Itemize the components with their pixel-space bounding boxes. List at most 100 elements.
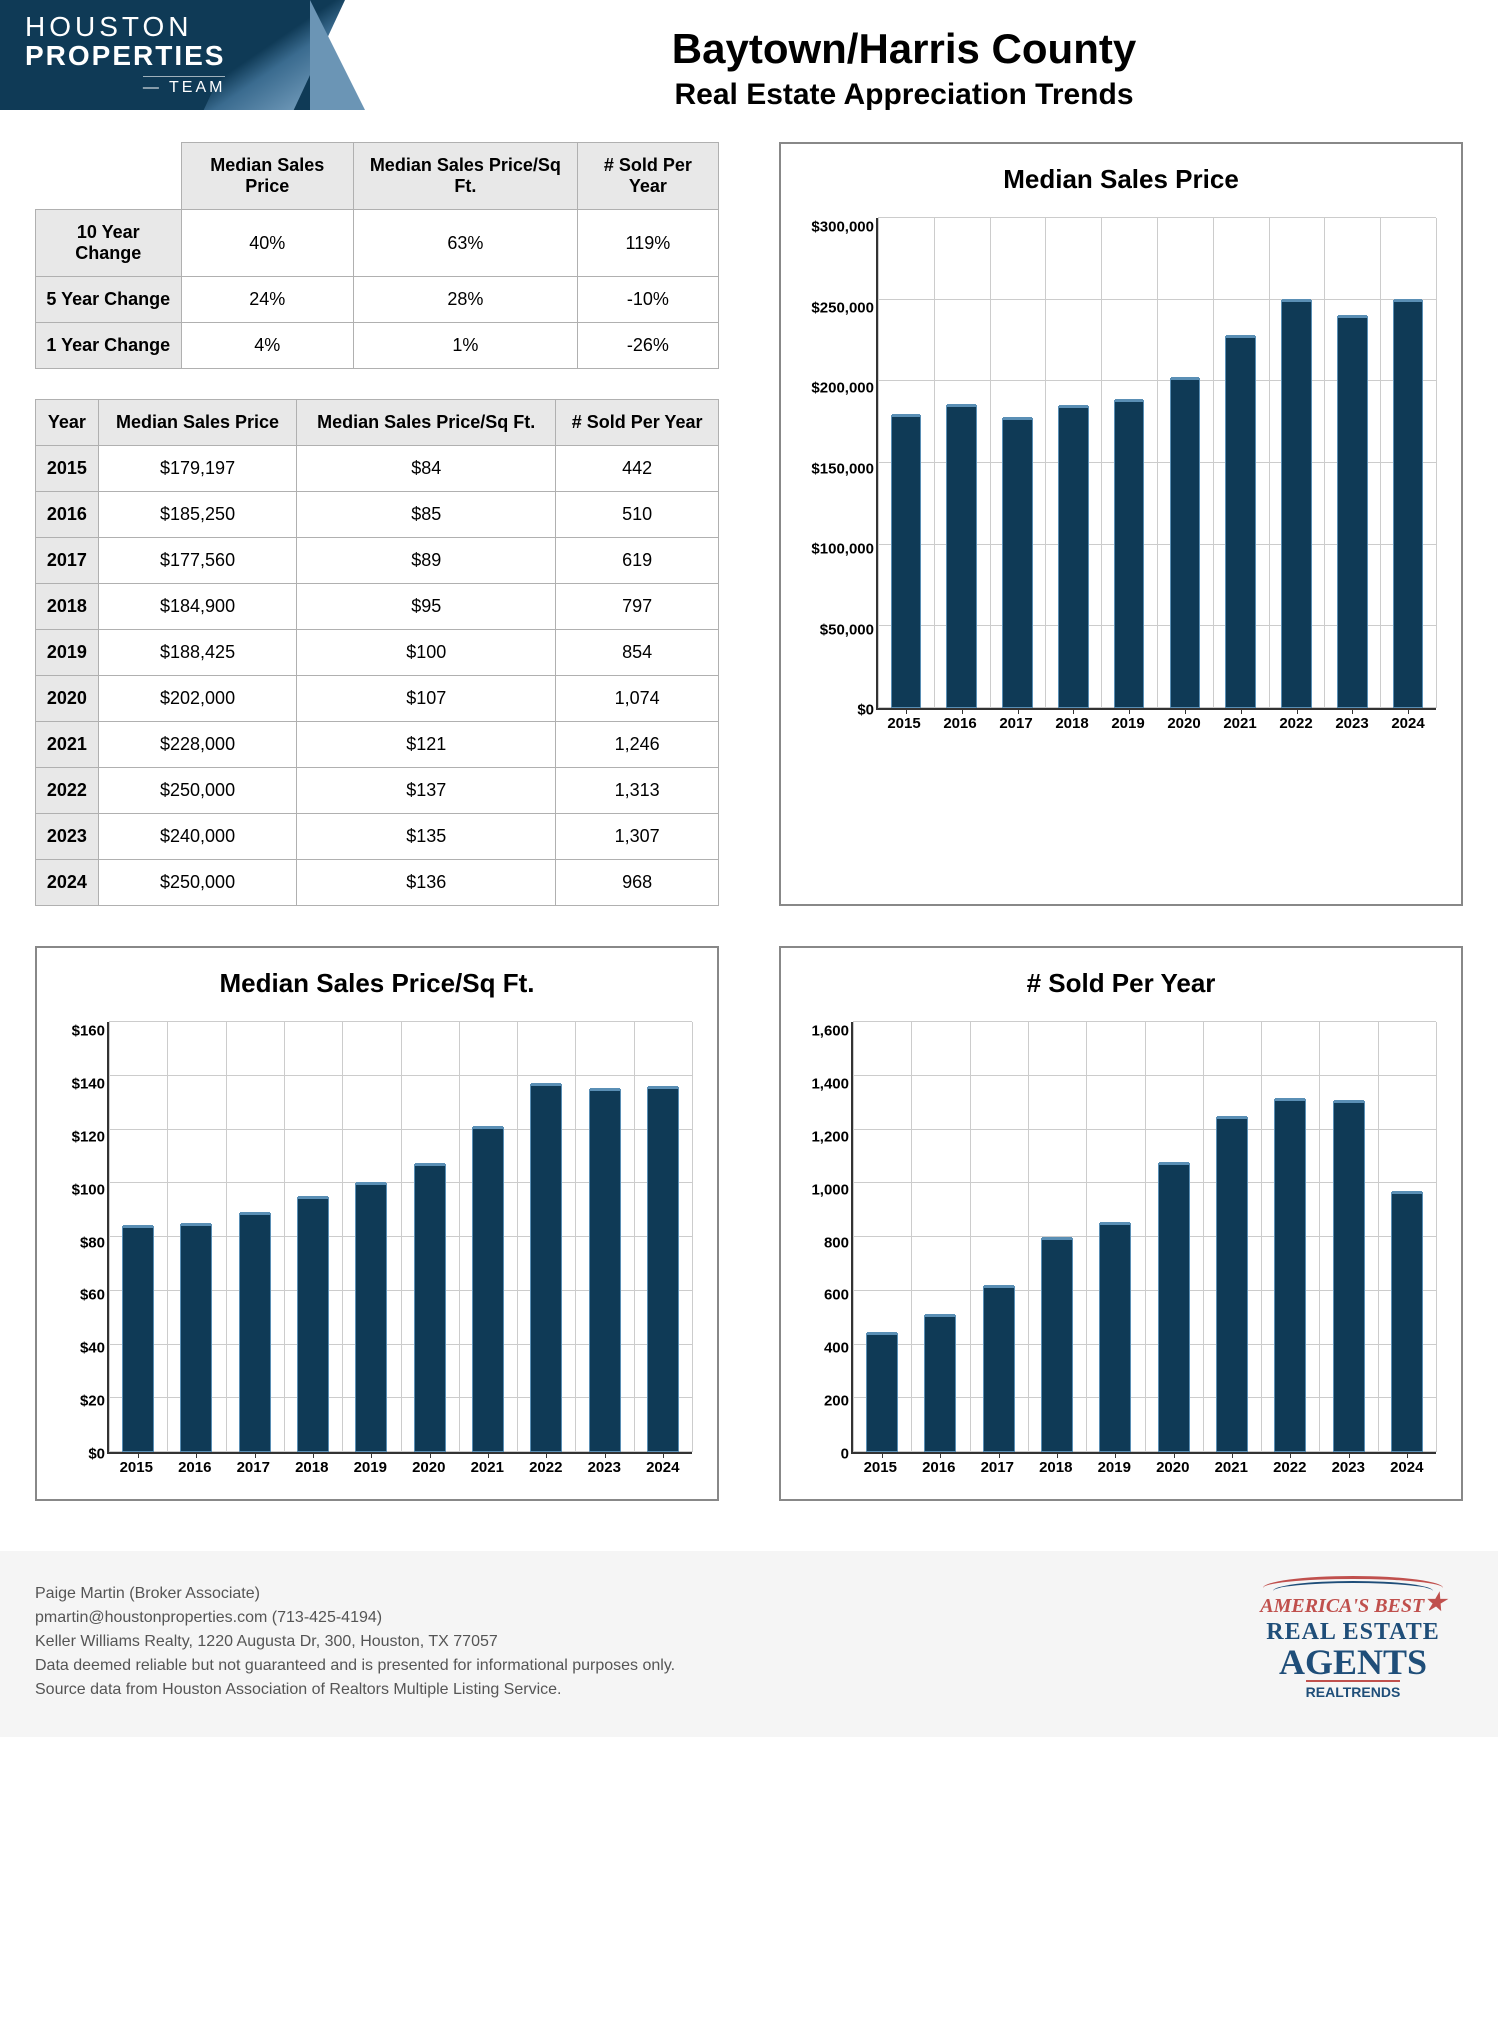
page-subtitle: Real Estate Appreciation Trends [310, 78, 1498, 112]
x-tick-label: 2016 [922, 1459, 955, 1476]
cell-price: $179,197 [98, 446, 296, 492]
chart-price-sqft: Median Sales Price/Sq Ft. $160$140$120$1… [35, 946, 719, 1501]
chart-title: # Sold Per Year [796, 968, 1446, 999]
footer: Paige Martin (Broker Associate) pmartin@… [0, 1551, 1498, 1737]
chart-bar [946, 405, 977, 708]
cell-sqft: $107 [297, 676, 556, 722]
col-header: Median Sales Price/Sq Ft. [353, 143, 577, 210]
chart-sold-per-year: # Sold Per Year 1,6001,4001,2001,0008006… [779, 946, 1463, 1501]
y-tick-label: $100 [52, 1181, 105, 1198]
cell-sqft: $137 [297, 768, 556, 814]
chart-bar [891, 415, 922, 708]
x-tick-label: 2019 [1098, 1459, 1131, 1476]
row-year: 2023 [36, 814, 99, 860]
y-tick-label: $250,000 [796, 299, 874, 316]
x-tick-label: 2020 [1156, 1459, 1189, 1476]
x-tick-label: 2024 [646, 1459, 679, 1476]
cell-sqft: $100 [297, 630, 556, 676]
cell-sqft: 28% [353, 277, 577, 323]
table-row: 2023$240,000$1351,307 [36, 814, 719, 860]
chart-bar [1170, 378, 1201, 708]
chart-bar [1114, 400, 1145, 708]
cell-price: 40% [181, 210, 353, 277]
y-tick-label: $0 [796, 702, 874, 719]
cell-price: $184,900 [98, 584, 296, 630]
row-year: 2017 [36, 538, 99, 584]
cell-price: $177,560 [98, 538, 296, 584]
table-row: 2021$228,000$1211,246 [36, 722, 719, 768]
col-header: # Sold Per Year [556, 400, 719, 446]
chart-median-price: Median Sales Price $300,000$250,000$200,… [779, 142, 1463, 906]
chart-bar [239, 1213, 271, 1452]
chart-bar [1158, 1163, 1190, 1452]
footer-contact-email: pmartin@houstonproperties.com (713-425-4… [35, 1606, 675, 1630]
chart-bar [1099, 1223, 1131, 1453]
row-year: 2021 [36, 722, 99, 768]
y-tick-label: $60 [52, 1287, 105, 1304]
table-row: 10 Year Change40%63%119% [36, 210, 719, 277]
y-tick-label: $200,000 [796, 380, 874, 397]
chart-bar [589, 1089, 621, 1452]
table-corner [36, 143, 182, 210]
cell-sqft: $135 [297, 814, 556, 860]
cell-sold: 1,307 [556, 814, 719, 860]
cell-sold: 510 [556, 492, 719, 538]
cell-sold: 1,074 [556, 676, 719, 722]
x-tick-label: 2017 [981, 1459, 1014, 1476]
cell-sold: 119% [577, 210, 718, 277]
x-tick-label: 2022 [1273, 1459, 1306, 1476]
y-tick-label: $50,000 [796, 621, 874, 638]
y-tick-label: $20 [52, 1393, 105, 1410]
cell-price: $188,425 [98, 630, 296, 676]
cell-price: $240,000 [98, 814, 296, 860]
cell-price: $250,000 [98, 768, 296, 814]
chart-title: Median Sales Price/Sq Ft. [52, 968, 702, 999]
chart-bar [924, 1315, 956, 1452]
footer-contact-name: Paige Martin (Broker Associate) [35, 1582, 675, 1606]
table-row: 2015$179,197$84442 [36, 446, 719, 492]
x-tick-label: 2023 [588, 1459, 621, 1476]
chart-bar [414, 1164, 446, 1452]
cell-price: 4% [181, 323, 353, 369]
x-tick-label: 2017 [999, 715, 1032, 732]
cell-price: 24% [181, 277, 353, 323]
x-tick-label: 2022 [529, 1459, 562, 1476]
x-tick-label: 2015 [120, 1459, 153, 1476]
cell-price: $185,250 [98, 492, 296, 538]
col-header: Year [36, 400, 99, 446]
col-header: # Sold Per Year [577, 143, 718, 210]
x-tick-label: 2015 [887, 715, 920, 732]
chart-bar [1391, 1192, 1423, 1452]
cell-sold: 968 [556, 860, 719, 906]
change-summary-table: Median Sales Price Median Sales Price/Sq… [35, 142, 719, 369]
chart-bar [1058, 406, 1089, 708]
chart-bar [647, 1087, 679, 1453]
logo-line1: HOUSTON [25, 13, 225, 41]
x-tick-label: 2021 [471, 1459, 504, 1476]
chart-bar [1281, 300, 1312, 708]
x-tick-label: 2020 [412, 1459, 445, 1476]
x-tick-label: 2018 [1039, 1459, 1072, 1476]
y-tick-label: $40 [52, 1340, 105, 1357]
x-tick-label: 2023 [1332, 1459, 1365, 1476]
row-year: 2019 [36, 630, 99, 676]
logo-line2: PROPERTIES [25, 41, 225, 72]
footer-source: Source data from Houston Association of … [35, 1678, 675, 1702]
row-year: 2024 [36, 860, 99, 906]
header: HOUSTON PROPERTIES — TEAM Baytown/Harris… [0, 0, 1498, 112]
x-tick-label: 2019 [354, 1459, 387, 1476]
row-label: 1 Year Change [36, 323, 182, 369]
cell-sqft: 1% [353, 323, 577, 369]
row-year: 2018 [36, 584, 99, 630]
cell-sqft: $121 [297, 722, 556, 768]
row-year: 2015 [36, 446, 99, 492]
x-tick-label: 2016 [178, 1459, 211, 1476]
table-row: 1 Year Change4%1%-26% [36, 323, 719, 369]
chart-bar [355, 1183, 387, 1452]
yearly-data-table: Year Median Sales Price Median Sales Pri… [35, 399, 719, 906]
chart-bar [1225, 336, 1256, 708]
chart-bar [1002, 418, 1033, 708]
x-tick-label: 2018 [1055, 715, 1088, 732]
chart-bar [1393, 300, 1424, 708]
cell-price: $250,000 [98, 860, 296, 906]
